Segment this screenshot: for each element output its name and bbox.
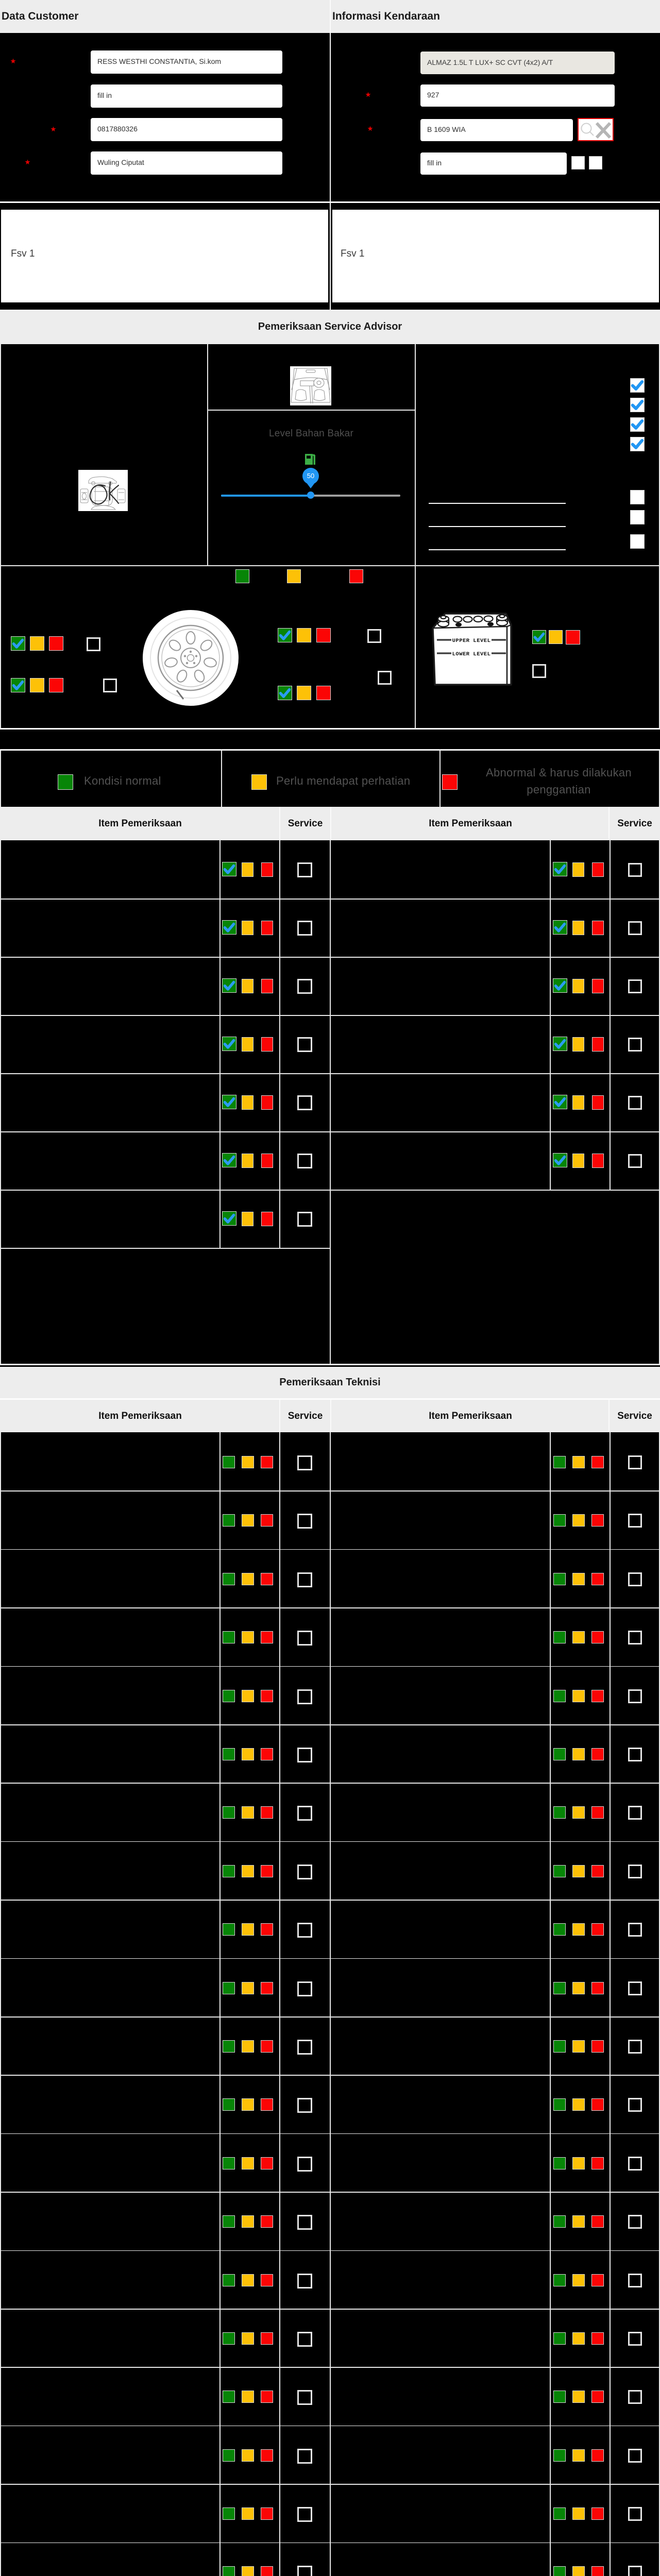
svg-text:UPPER LEVEL: UPPER LEVEL	[452, 638, 491, 644]
svg-text:LOWER LEVEL: LOWER LEVEL	[452, 651, 491, 657]
